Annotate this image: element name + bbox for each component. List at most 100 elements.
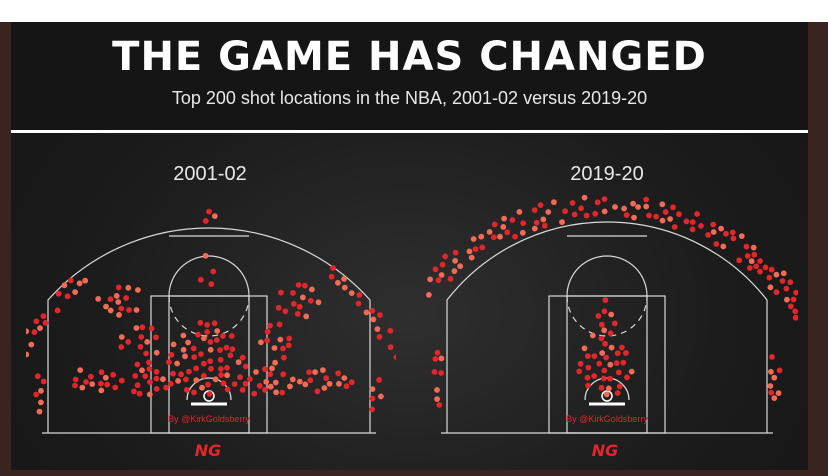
shot-dot xyxy=(766,274,773,281)
shot-dot xyxy=(217,347,224,353)
shot-dot xyxy=(750,244,757,251)
shot-dot xyxy=(223,344,230,351)
shot-dot xyxy=(730,235,737,242)
shot-dot xyxy=(287,383,293,390)
ng-logo-2019-20: NG xyxy=(592,441,619,460)
shot-dot xyxy=(447,275,454,282)
shot-dot xyxy=(290,301,297,307)
shot-dot xyxy=(98,369,105,376)
shot-dot xyxy=(388,351,394,357)
shot-dot xyxy=(102,374,109,381)
shot-dot xyxy=(125,284,132,291)
court-title-2019-20: 2019-20 xyxy=(570,163,643,185)
shot-dot xyxy=(376,359,382,365)
shot-dot xyxy=(307,377,314,384)
shot-dot xyxy=(592,210,599,217)
court-2001-02: 2001-02 By @KirkGoldsberry NG xyxy=(26,163,396,460)
shot-dot xyxy=(134,361,141,368)
shot-dot xyxy=(431,369,438,375)
shot-dot xyxy=(630,200,636,207)
shot-dot xyxy=(490,234,497,241)
shot-dot xyxy=(36,408,43,415)
court-2019-20: 2019-20 By @KirkGoldsberry NG xyxy=(376,163,826,460)
shot-dot xyxy=(792,308,798,315)
shot-dot xyxy=(143,350,150,357)
shot-dot xyxy=(190,345,197,352)
court-lines-2019-20 xyxy=(441,221,773,434)
shot-dot xyxy=(472,246,479,253)
shot-dot xyxy=(397,325,403,331)
shot-dot xyxy=(391,337,397,343)
shot-dot xyxy=(348,290,355,296)
shot-dot xyxy=(478,233,485,240)
shot-dot xyxy=(377,312,383,318)
shot-dot xyxy=(280,371,287,378)
infographic-subtitle: Top 200 shot locations in the NBA, 2001-… xyxy=(171,88,648,108)
shot-dot xyxy=(436,402,443,408)
shot-dot xyxy=(805,318,811,324)
shot-dot xyxy=(146,359,152,366)
shot-dot xyxy=(170,370,176,377)
shot-dot xyxy=(395,346,401,352)
shot-dot xyxy=(598,335,605,342)
shot-dot xyxy=(224,372,231,379)
shot-dot xyxy=(479,244,486,251)
shot-dot xyxy=(79,384,86,391)
shot-dot xyxy=(182,353,188,360)
shot-dot xyxy=(239,354,246,361)
infographic-title: THE GAME HAS CHANGED xyxy=(112,34,707,80)
shot-dot xyxy=(624,374,630,381)
shot-dot xyxy=(607,330,614,337)
shot-dot xyxy=(607,361,614,368)
ng-logo-2001-02: NG xyxy=(195,441,222,460)
shot-dot xyxy=(302,381,309,388)
shot-dot xyxy=(98,380,104,387)
shot-dot xyxy=(370,316,377,323)
shot-dot xyxy=(180,346,187,353)
shot-dot xyxy=(620,359,627,366)
shot-dot xyxy=(417,288,423,294)
shot-dot xyxy=(197,276,204,283)
shot-dot xyxy=(153,334,159,341)
shot-dot xyxy=(115,284,122,291)
shot-dot xyxy=(812,344,818,350)
shot-dot xyxy=(583,212,590,219)
shot-dot xyxy=(602,340,608,347)
shot-dot xyxy=(713,241,720,247)
shot-dot xyxy=(619,344,625,351)
shot-dot xyxy=(191,389,197,396)
shot-dot xyxy=(72,376,79,383)
shot-dot xyxy=(820,360,826,366)
shot-dot xyxy=(531,207,538,214)
shot-dot xyxy=(710,221,717,228)
shot-dot xyxy=(768,389,775,396)
shot-dot xyxy=(220,380,227,387)
shot-dot xyxy=(104,381,111,388)
shot-dot xyxy=(432,356,439,362)
shot-dot xyxy=(670,204,676,211)
shot-dot xyxy=(434,349,441,356)
shot-dot xyxy=(577,360,584,367)
shot-dot xyxy=(787,279,794,286)
shot-dot xyxy=(153,368,160,375)
shot-dot xyxy=(500,224,507,230)
shot-dot xyxy=(197,319,204,326)
shot-dot xyxy=(452,257,458,264)
shot-dot xyxy=(414,311,420,317)
shot-dot xyxy=(224,364,230,371)
infographic-card: THE GAME HAS CHANGED Top 200 shot locati… xyxy=(11,22,808,470)
shot-dot xyxy=(753,263,760,270)
shot-dot xyxy=(776,367,783,374)
shot-dot xyxy=(376,377,382,383)
shot-dot xyxy=(82,277,89,284)
shot-dot xyxy=(213,337,220,343)
shot-dot xyxy=(136,390,143,397)
rim xyxy=(203,390,215,402)
shot-dot xyxy=(40,378,47,385)
shot-dot xyxy=(736,257,743,264)
top-white-bar xyxy=(0,0,828,22)
shot-dot xyxy=(614,350,621,357)
shot-dot xyxy=(710,229,717,235)
shot-dot xyxy=(369,307,376,314)
shot-dot xyxy=(412,300,418,306)
